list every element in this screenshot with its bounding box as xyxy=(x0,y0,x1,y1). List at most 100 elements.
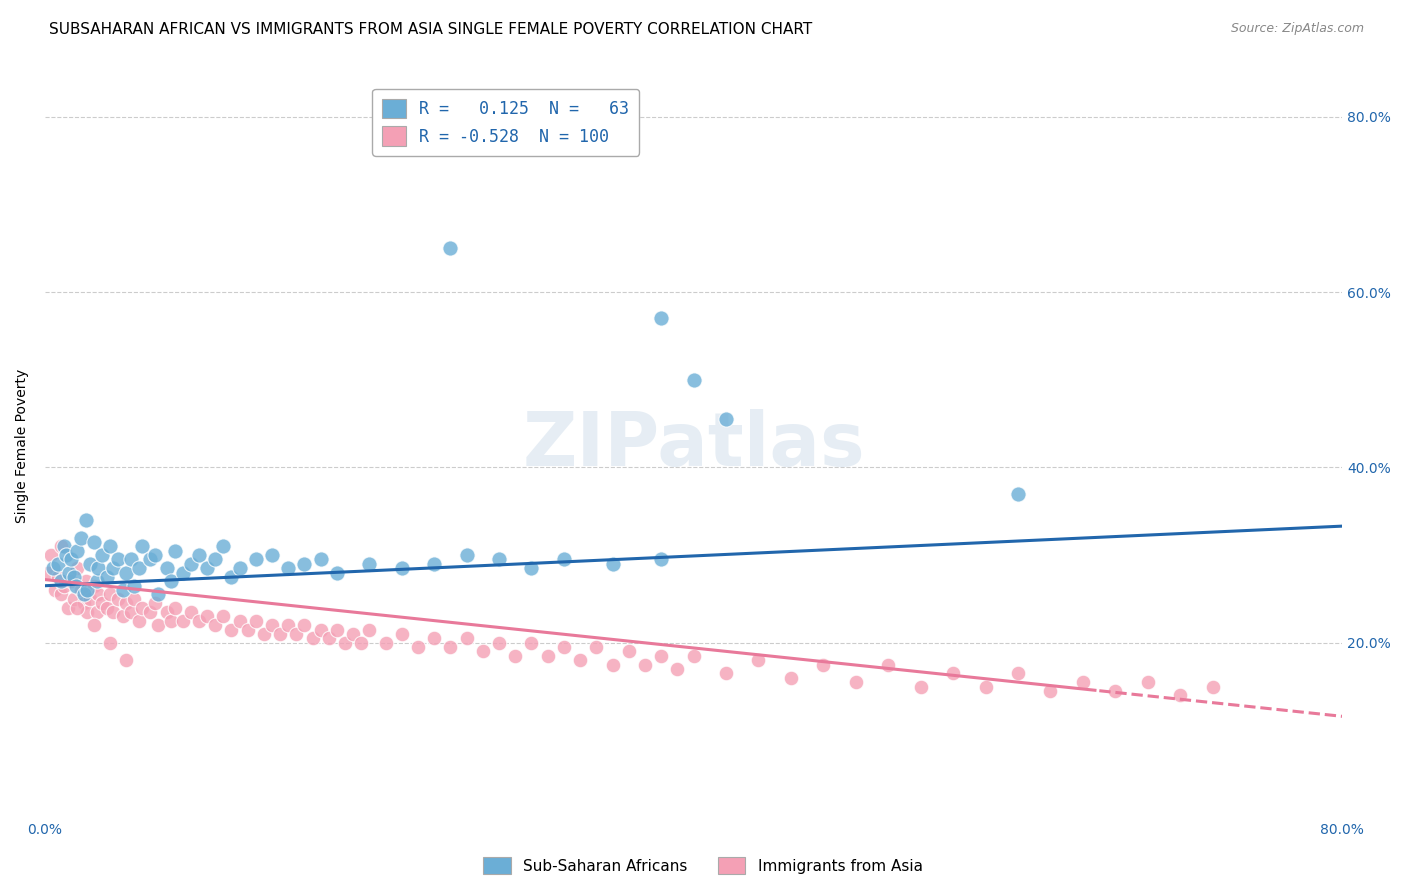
Text: ZIPatlas: ZIPatlas xyxy=(522,409,865,482)
Point xyxy=(845,675,868,690)
Point xyxy=(122,591,145,606)
Point xyxy=(253,627,276,641)
Point xyxy=(309,623,332,637)
Point xyxy=(59,574,82,589)
Point xyxy=(120,552,142,566)
Point xyxy=(66,561,89,575)
Point xyxy=(1007,486,1029,500)
Point xyxy=(111,583,134,598)
Point xyxy=(115,653,138,667)
Point xyxy=(456,548,478,562)
Point xyxy=(115,596,138,610)
Point xyxy=(188,548,211,562)
Point xyxy=(73,587,96,601)
Point xyxy=(245,552,267,566)
Text: Source: ZipAtlas.com: Source: ZipAtlas.com xyxy=(1230,22,1364,36)
Point xyxy=(139,552,162,566)
Point xyxy=(98,539,121,553)
Point xyxy=(269,627,291,641)
Point xyxy=(285,627,308,641)
Point xyxy=(634,657,657,672)
Point xyxy=(813,657,835,672)
Point xyxy=(83,535,105,549)
Point xyxy=(439,640,461,654)
Point xyxy=(75,513,97,527)
Point xyxy=(122,579,145,593)
Point xyxy=(101,605,124,619)
Point xyxy=(585,640,607,654)
Point xyxy=(131,539,153,553)
Point xyxy=(143,596,166,610)
Point xyxy=(236,623,259,637)
Point xyxy=(1201,680,1223,694)
Point xyxy=(1168,688,1191,702)
Point xyxy=(221,623,243,637)
Point xyxy=(59,552,82,566)
Point xyxy=(1071,675,1094,690)
Point xyxy=(96,570,118,584)
Point xyxy=(212,539,235,553)
Point xyxy=(69,583,91,598)
Y-axis label: Single Female Poverty: Single Female Poverty xyxy=(15,368,30,523)
Point xyxy=(37,566,59,580)
Point xyxy=(143,548,166,562)
Point xyxy=(569,653,592,667)
Point xyxy=(1104,684,1126,698)
Point xyxy=(617,644,640,658)
Point xyxy=(155,561,177,575)
Point xyxy=(51,587,73,601)
Point xyxy=(488,636,510,650)
Point xyxy=(228,614,250,628)
Point xyxy=(294,618,316,632)
Point xyxy=(56,600,79,615)
Point xyxy=(53,579,76,593)
Point xyxy=(294,557,316,571)
Point xyxy=(747,653,769,667)
Point xyxy=(87,587,110,601)
Point xyxy=(456,632,478,646)
Point xyxy=(221,570,243,584)
Point xyxy=(51,574,73,589)
Point xyxy=(195,609,218,624)
Point xyxy=(98,636,121,650)
Point xyxy=(128,561,150,575)
Point xyxy=(83,618,105,632)
Point xyxy=(188,614,211,628)
Point xyxy=(69,531,91,545)
Point xyxy=(107,552,129,566)
Point xyxy=(942,666,965,681)
Point xyxy=(714,412,737,426)
Point xyxy=(155,605,177,619)
Point xyxy=(391,627,413,641)
Point xyxy=(650,648,672,663)
Point xyxy=(650,552,672,566)
Point xyxy=(42,561,65,575)
Point xyxy=(148,587,170,601)
Point xyxy=(260,548,283,562)
Point xyxy=(120,605,142,619)
Point xyxy=(423,557,446,571)
Point xyxy=(204,552,226,566)
Point xyxy=(63,570,86,584)
Point xyxy=(83,579,105,593)
Point xyxy=(520,561,543,575)
Point xyxy=(714,666,737,681)
Point xyxy=(204,618,226,632)
Legend: Sub-Saharan Africans, Immigrants from Asia: Sub-Saharan Africans, Immigrants from As… xyxy=(477,851,929,880)
Point xyxy=(423,632,446,646)
Text: SUBSAHARAN AFRICAN VS IMMIGRANTS FROM ASIA SINGLE FEMALE POVERTY CORRELATION CHA: SUBSAHARAN AFRICAN VS IMMIGRANTS FROM AS… xyxy=(49,22,813,37)
Point xyxy=(66,600,89,615)
Point xyxy=(86,574,108,589)
Point xyxy=(318,632,340,646)
Point xyxy=(46,557,69,571)
Point xyxy=(309,552,332,566)
Point xyxy=(107,591,129,606)
Point xyxy=(76,605,98,619)
Point xyxy=(277,618,299,632)
Point xyxy=(682,373,704,387)
Point xyxy=(195,561,218,575)
Point xyxy=(55,548,77,562)
Point xyxy=(212,609,235,624)
Point xyxy=(180,557,202,571)
Point xyxy=(163,543,186,558)
